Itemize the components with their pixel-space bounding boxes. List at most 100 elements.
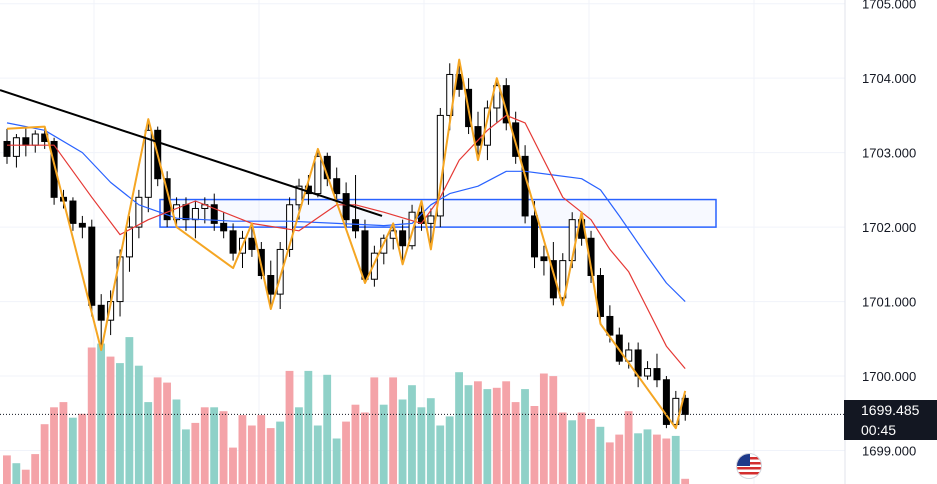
price-tick-label: 1702.000 xyxy=(862,220,916,235)
us-flag-icon[interactable] xyxy=(736,453,762,479)
volume-bar xyxy=(379,404,388,484)
candle-body xyxy=(483,107,491,146)
candle-body xyxy=(295,185,303,206)
volume-bar xyxy=(492,387,501,484)
candle-body xyxy=(191,207,199,221)
candle-body xyxy=(88,226,96,306)
candle-body xyxy=(210,204,218,224)
bar-countdown: 00:45 xyxy=(861,422,897,438)
candle-body xyxy=(502,85,510,124)
candle-body xyxy=(549,260,557,299)
volume-bar xyxy=(191,422,200,484)
ma-fast-line xyxy=(7,114,686,369)
price-tick-label: 1701.000 xyxy=(862,295,916,310)
candle-body xyxy=(615,334,623,362)
candle-body xyxy=(314,155,322,195)
candle-body xyxy=(125,226,133,258)
volume-bar xyxy=(539,373,548,484)
volume-bar xyxy=(106,356,115,484)
volume-bar xyxy=(662,438,671,484)
volume-bar xyxy=(304,370,313,484)
volume-bar xyxy=(530,406,539,484)
volume-bar xyxy=(558,412,567,484)
volume-bar xyxy=(624,411,633,484)
candle-body xyxy=(361,230,369,280)
volume-bar xyxy=(389,377,398,484)
volume-bar xyxy=(408,385,416,484)
volume-bar xyxy=(577,412,586,484)
volume-bar xyxy=(87,347,96,484)
volume-bar xyxy=(219,411,228,484)
volume-bar xyxy=(210,407,219,484)
price-tick-label: 1704.000 xyxy=(862,71,916,86)
candle-body xyxy=(399,230,407,247)
volume-bar xyxy=(295,407,303,484)
volume-bar xyxy=(596,426,605,484)
candle-body xyxy=(144,129,152,198)
candle-body xyxy=(606,315,614,336)
volume-bar xyxy=(200,407,209,484)
volume-bar xyxy=(21,469,30,484)
candle-body xyxy=(474,126,482,146)
volume-bar xyxy=(285,370,294,484)
volume-bar xyxy=(671,435,680,484)
volume-bar xyxy=(455,372,463,484)
volume-bar xyxy=(276,421,284,484)
candle-body xyxy=(653,368,661,381)
last-price-value: 1699.485 xyxy=(861,402,920,418)
candle-body xyxy=(248,237,256,250)
volume-bars xyxy=(3,337,690,484)
volume-bar xyxy=(238,415,247,484)
trendline[interactable] xyxy=(0,89,383,217)
volume-bar xyxy=(436,425,445,484)
volume-bar xyxy=(125,337,134,484)
volume-bar xyxy=(652,434,661,484)
volume-bar xyxy=(97,343,106,484)
volume-bar xyxy=(502,381,511,484)
candle-body xyxy=(182,204,190,221)
drawings[interactable] xyxy=(0,89,845,415)
volume-bar xyxy=(360,412,369,484)
volume-bar xyxy=(605,442,614,484)
candle-body xyxy=(427,215,435,224)
indicator-lines xyxy=(6,58,687,430)
candle-body xyxy=(276,248,284,295)
candle-body xyxy=(370,252,378,280)
volume-bar xyxy=(313,425,322,484)
candle-body xyxy=(380,237,388,254)
candle-body xyxy=(352,219,360,232)
volume-bar xyxy=(417,407,426,484)
volume-bar xyxy=(257,415,266,484)
candle-body xyxy=(408,211,416,247)
volume-bar xyxy=(59,402,68,484)
candle-body xyxy=(596,275,604,317)
volume-bar xyxy=(342,421,350,484)
volume-bar xyxy=(549,376,558,484)
candle-body xyxy=(587,237,595,277)
last-price-label: 1699.485 00:45 xyxy=(844,400,937,440)
volume-bar xyxy=(511,402,520,484)
candle-body xyxy=(493,85,501,109)
candle-body xyxy=(644,368,652,377)
volume-bar xyxy=(68,417,77,484)
candle-body xyxy=(50,140,58,198)
volume-bar xyxy=(31,454,40,484)
volume-bar xyxy=(247,425,256,484)
volume-bar xyxy=(568,420,577,484)
volume-bar xyxy=(474,381,482,484)
candle-body xyxy=(446,73,454,116)
volume-bar xyxy=(521,389,529,484)
candle-body xyxy=(69,200,77,224)
volume-bar xyxy=(370,377,379,484)
candle-body xyxy=(229,230,237,254)
candle-body xyxy=(333,178,341,195)
volume-bar xyxy=(332,438,341,484)
candle-body xyxy=(12,137,20,157)
candle-body xyxy=(31,133,39,146)
volume-bar xyxy=(323,374,332,484)
volume-bar xyxy=(351,404,360,484)
volume-bar xyxy=(3,455,11,484)
volume-bar xyxy=(134,365,143,484)
price-tick-label: 1705.000 xyxy=(862,0,916,12)
